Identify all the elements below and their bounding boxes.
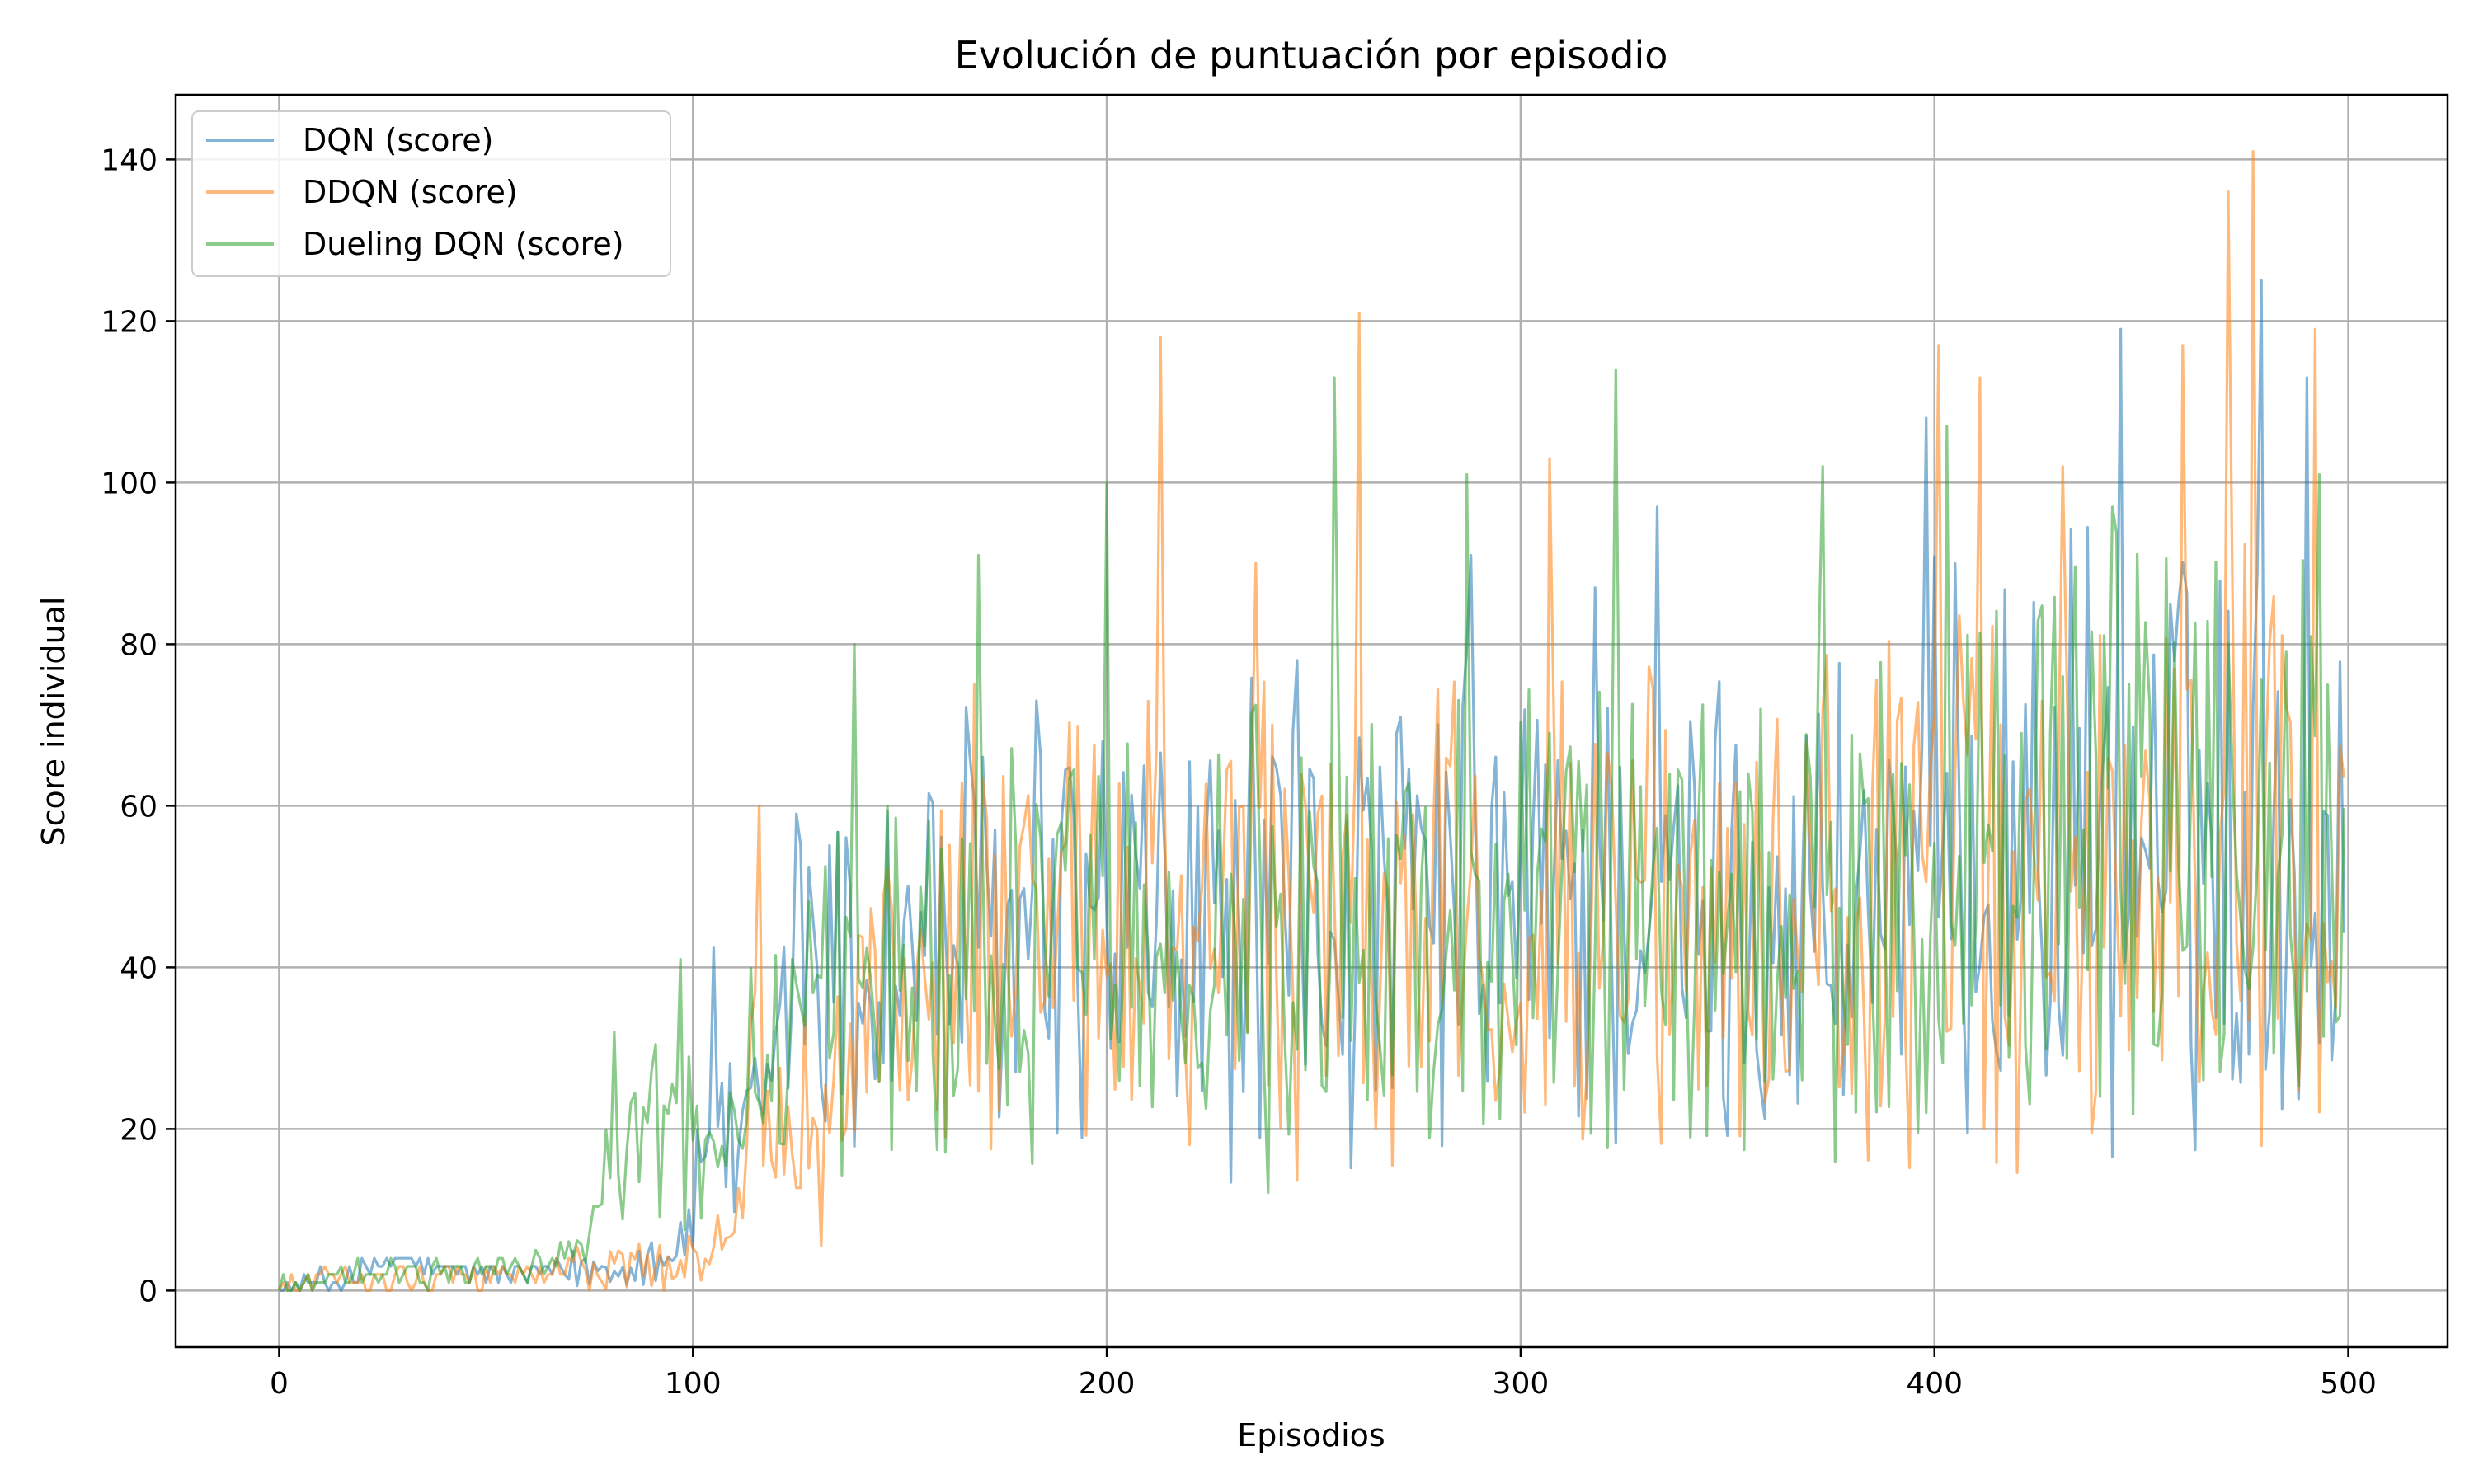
series-line-dueling-dqn-score bbox=[277, 368, 2346, 1292]
legend-label-ddqn-score: DDQN (score) bbox=[303, 174, 518, 210]
x-tick-label: 100 bbox=[665, 1367, 722, 1401]
legend-label-dqn-score: DQN (score) bbox=[303, 122, 493, 158]
legend-items: DQN (score) DDQN (score) Dueling DQN (scor… bbox=[206, 122, 624, 262]
y-tick-label: 20 bbox=[120, 1113, 158, 1147]
legend-label-dueling-dqn-score: Dueling DQN (score) bbox=[303, 226, 624, 262]
chart-title: Evolución de puntuación por episodio bbox=[955, 33, 1668, 77]
plot-area-frame bbox=[174, 93, 2449, 1349]
series-lines bbox=[277, 150, 2346, 1292]
y-tick-label: 40 bbox=[120, 951, 158, 985]
x-tick-label: 0 bbox=[270, 1367, 289, 1401]
legend-box bbox=[191, 110, 671, 277]
x-tick-label: 200 bbox=[1079, 1367, 1136, 1401]
axis-ticks: 0 100 200 300 400 500 0 20 40 60 80 100 120 140 bbox=[101, 143, 2377, 1401]
y-tick-label: 80 bbox=[120, 628, 158, 662]
y-tick-label: 100 bbox=[101, 467, 158, 500]
y-tick-label: 60 bbox=[120, 790, 158, 824]
legend: DQN (score) DDQN (score) Dueling DQN (scor… bbox=[191, 110, 671, 277]
x-axis-label: Episodios bbox=[1237, 1417, 1385, 1453]
y-tick-label: 140 bbox=[101, 143, 158, 177]
y-axis-label: Score individual bbox=[35, 597, 72, 847]
x-tick-label: 400 bbox=[1906, 1367, 1963, 1401]
y-tick-label: 120 bbox=[101, 305, 158, 339]
y-tick-label: 0 bbox=[139, 1275, 158, 1308]
x-tick-label: 500 bbox=[2320, 1367, 2377, 1401]
x-tick-label: 300 bbox=[1493, 1367, 1550, 1401]
series-line-ddqn-score bbox=[278, 150, 2346, 1292]
